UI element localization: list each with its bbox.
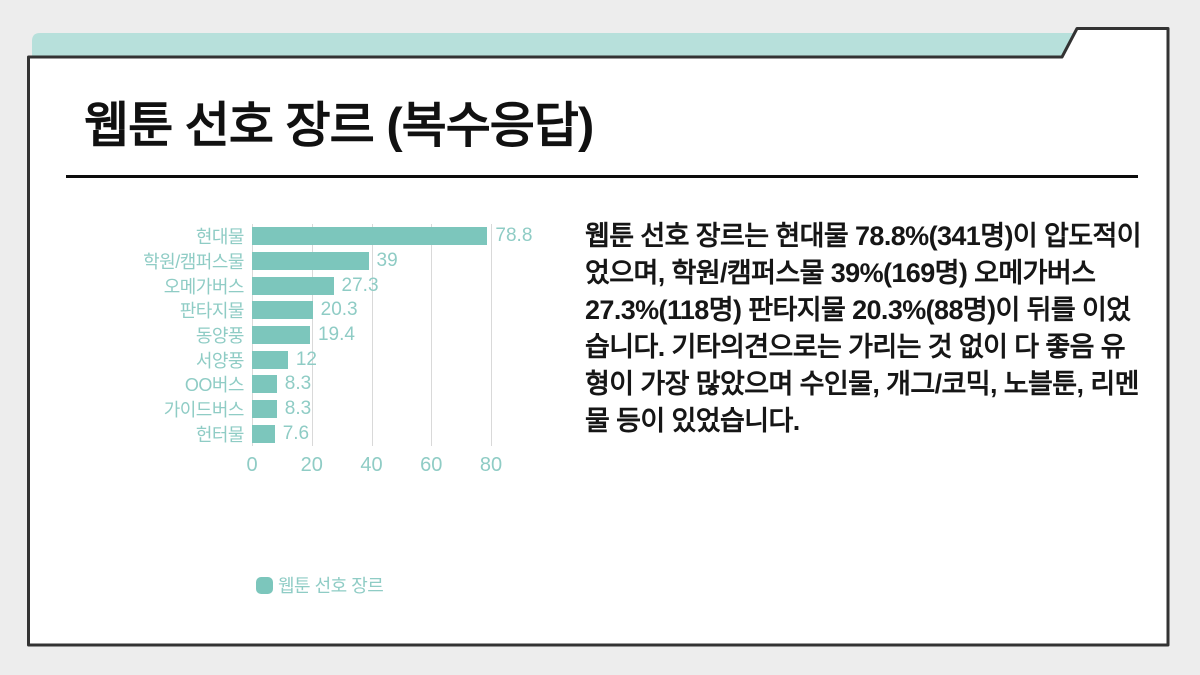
chart-legend: 웹툰 선호 장르	[256, 572, 384, 598]
category-label: 서양풍	[195, 350, 245, 371]
bar-value-label: 8.3	[284, 373, 312, 395]
bar-value-label: 12	[295, 348, 317, 370]
x-tick-label: 20	[300, 454, 323, 476]
bar	[252, 252, 369, 271]
bar	[252, 301, 313, 320]
bar-track: 20.3	[252, 299, 502, 321]
bar-chart: 현대물 78.8 학원/캠퍼스물 39 오메가버스 27.3 판타지물 20.3 동양풍 19.4…	[110, 224, 533, 476]
summary-text: 웹툰 선호 장르는 현대물 78.8%(341명)이 압도적이었으며, 학원/캠…	[585, 221, 1142, 436]
page-title: 웹툰 선호 장르 (복수응답)	[84, 99, 594, 153]
category-label: 동양풍	[195, 326, 245, 347]
bar-track: 12	[252, 348, 502, 370]
chart-row: 판타지물 20.3	[110, 298, 530, 323]
bar	[252, 326, 310, 345]
chart-row: 학원/캠퍼스물 39	[110, 249, 530, 274]
bar-value-label: 20.3	[320, 299, 358, 321]
bar	[252, 375, 277, 394]
category-label: 학원/캠퍼스물	[143, 252, 244, 273]
category-label: 오메가버스	[163, 276, 245, 297]
category-label: 가이드버스	[163, 400, 245, 421]
bar-value-label: 39	[376, 250, 398, 272]
bar-track: 78.8	[252, 225, 532, 246]
card-outline	[27, 27, 1170, 647]
chart-row: OO버스 8.3	[110, 372, 530, 397]
bar	[252, 424, 275, 443]
x-tick-label: 40	[360, 454, 383, 476]
category-label: 판타지물	[179, 301, 245, 322]
category-label: 헌터물	[195, 424, 245, 445]
chart-row: 서양풍 12	[110, 347, 530, 372]
bar-value-label: 7.6	[282, 422, 310, 444]
chart-row: 현대물 78.8	[110, 224, 533, 249]
bar-track: 39	[252, 250, 502, 272]
legend-swatch-icon	[256, 576, 273, 594]
x-tick-label: 80	[479, 454, 503, 476]
gridline	[431, 224, 433, 446]
gridline	[491, 224, 492, 446]
chart-row: 가이드버스 8.3	[110, 397, 530, 422]
bar-value-label: 27.3	[341, 274, 379, 296]
x-tick-label: 60	[420, 454, 443, 476]
chart-rows: 현대물 78.8 학원/캠퍼스물 39 오메가버스 27.3 판타지물 20.3 동양풍 19.4…	[110, 224, 533, 447]
bar	[252, 400, 277, 419]
bar	[252, 227, 488, 246]
gridline	[371, 224, 373, 446]
chart-x-axis: 0 20 40 60 80	[246, 454, 502, 478]
bar-value-label: 78.8	[495, 225, 533, 247]
bar-track: 27.3	[252, 274, 502, 296]
chart-row: 동양풍 19.4	[110, 323, 530, 348]
title-divider	[66, 175, 1138, 178]
bar-value-label: 19.4	[317, 324, 355, 346]
category-label: OO버스	[184, 375, 245, 396]
bar-track: 8.3	[252, 373, 502, 395]
gridline	[311, 224, 313, 446]
bar-track: 8.3	[252, 398, 502, 420]
legend-label: 웹툰 선호 장르	[278, 576, 384, 596]
chart-row: 오메가버스 27.3	[110, 273, 530, 298]
chart-row: 헌터물 7.6	[110, 422, 530, 447]
bar	[252, 276, 334, 295]
bar-track: 19.4	[252, 324, 502, 346]
bar-value-label: 8.3	[284, 398, 312, 420]
bar-track: 7.6	[252, 422, 502, 444]
x-tick-label: 0	[246, 454, 258, 476]
bar	[252, 350, 288, 369]
accent-top-bar	[32, 33, 1074, 57]
category-label: 현대물	[195, 227, 245, 248]
